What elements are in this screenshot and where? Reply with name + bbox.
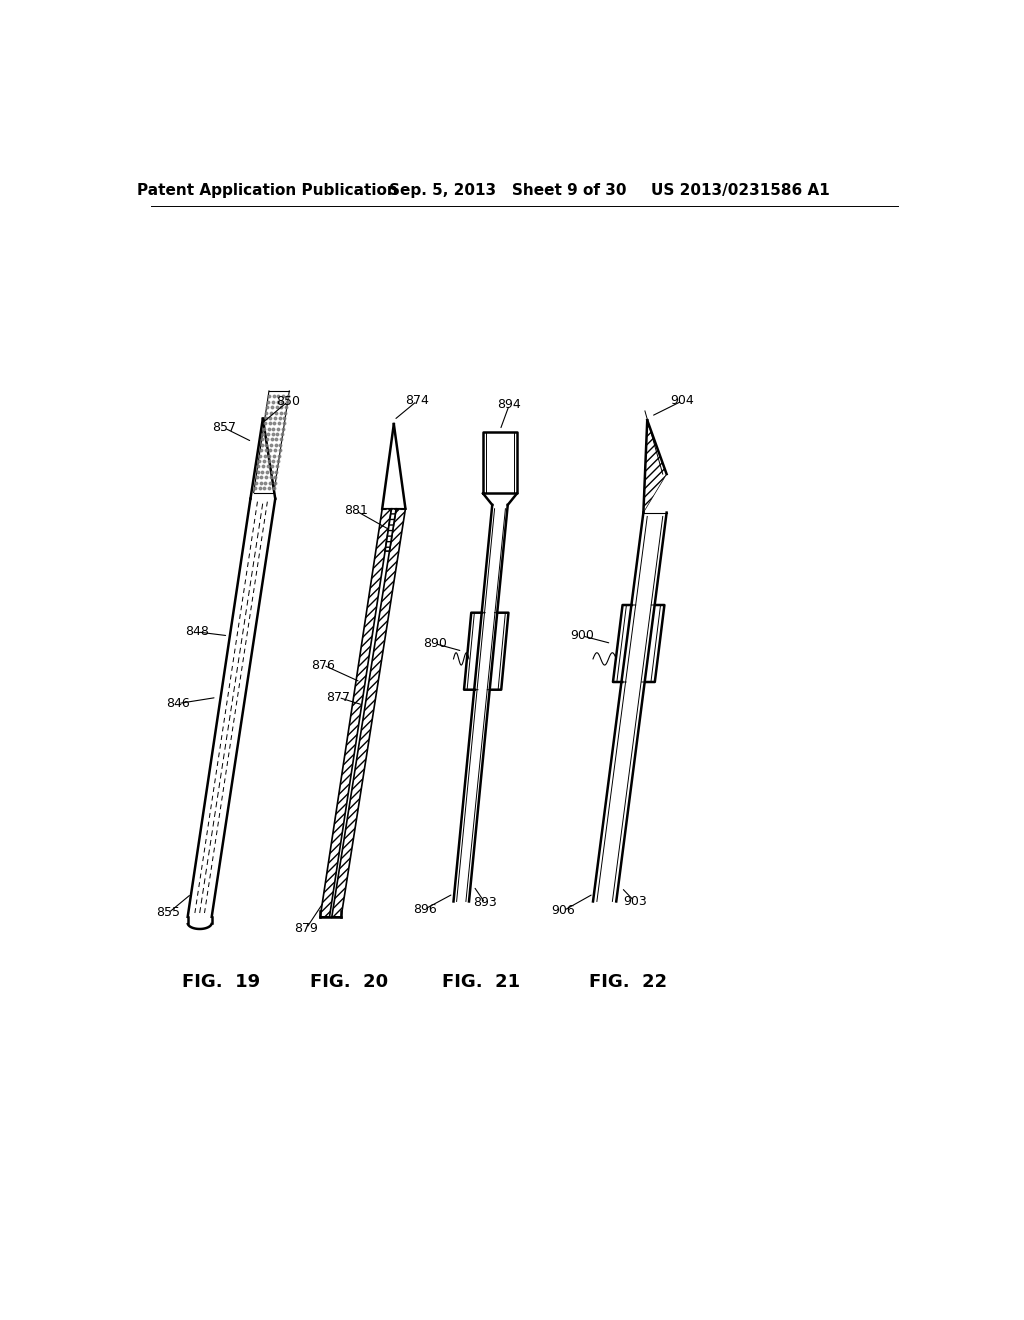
Polygon shape	[643, 420, 667, 512]
Text: 877: 877	[327, 690, 350, 704]
Text: 881: 881	[344, 504, 368, 517]
Text: 904: 904	[671, 395, 694, 408]
Text: 874: 874	[406, 395, 429, 408]
Polygon shape	[385, 508, 396, 552]
Text: 855: 855	[157, 907, 180, 920]
Text: 893: 893	[473, 896, 497, 909]
Text: FIG.  22: FIG. 22	[589, 973, 667, 991]
Text: 857: 857	[212, 421, 237, 434]
Text: 906: 906	[552, 904, 575, 917]
Text: FIG.  21: FIG. 21	[441, 973, 520, 991]
Text: Patent Application Publication: Patent Application Publication	[137, 183, 398, 198]
Text: 848: 848	[185, 626, 209, 639]
Text: 896: 896	[413, 903, 436, 916]
Text: 846: 846	[166, 697, 189, 710]
Text: 876: 876	[311, 659, 335, 672]
Polygon shape	[332, 508, 406, 917]
Text: FIG.  20: FIG. 20	[310, 973, 388, 991]
Text: 903: 903	[623, 895, 646, 908]
Text: Sep. 5, 2013   Sheet 9 of 30: Sep. 5, 2013 Sheet 9 of 30	[389, 183, 627, 198]
Text: 879: 879	[294, 921, 318, 935]
Text: 900: 900	[570, 630, 594, 643]
Text: 890: 890	[423, 638, 446, 649]
Text: 850: 850	[275, 395, 300, 408]
Polygon shape	[321, 508, 391, 917]
Text: US 2013/0231586 A1: US 2013/0231586 A1	[651, 183, 829, 198]
Text: FIG.  19: FIG. 19	[182, 973, 260, 991]
Text: 894: 894	[498, 399, 521, 412]
